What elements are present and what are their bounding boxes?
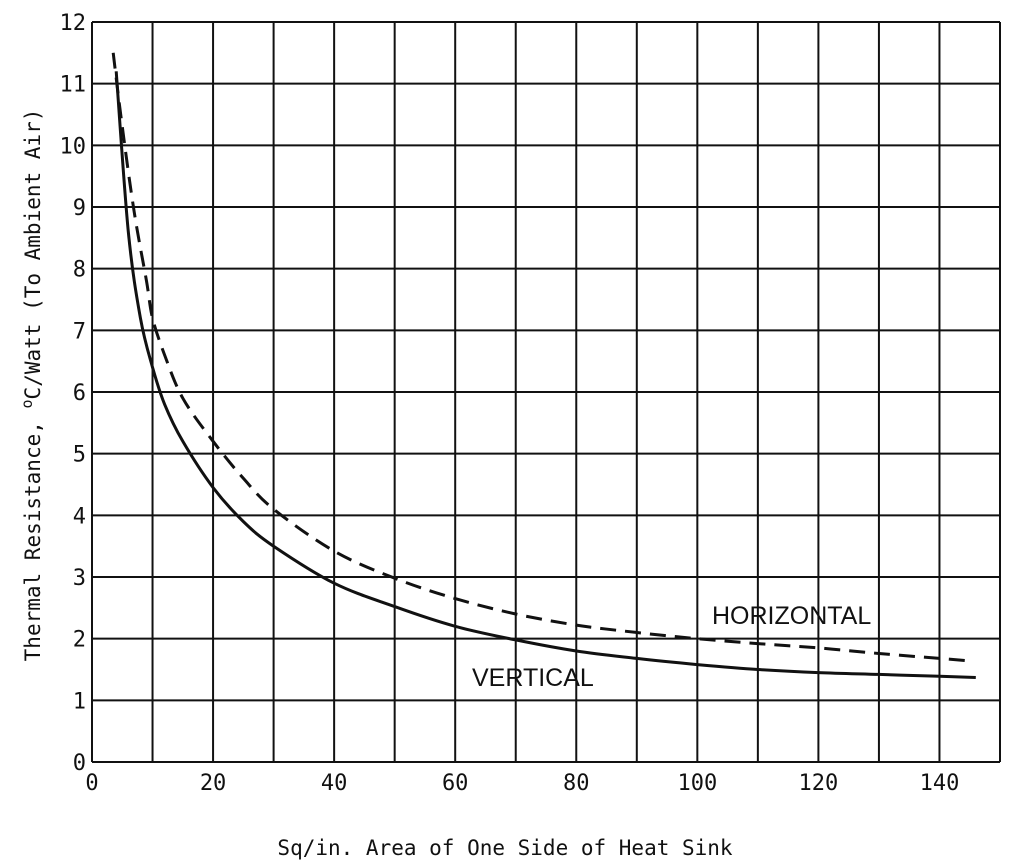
y-tick-label: 0: [73, 751, 86, 776]
y-tick-label: 12: [60, 11, 87, 36]
y-tick-label: 3: [73, 566, 86, 591]
x-tick-label: 60: [442, 771, 469, 796]
x-axis-title: Sq/in. Area of One Side of Heat Sink: [277, 836, 733, 860]
y-axis-title-degree: o: [18, 399, 36, 408]
y-tick-label: 2: [73, 628, 86, 653]
y-tick-label: 5: [73, 443, 86, 468]
y-tick-label: 1: [73, 689, 86, 714]
x-tick-label: 20: [200, 771, 227, 796]
curves: [111, 52, 976, 679]
y-tick-label: 8: [73, 258, 86, 283]
series-label-vertical: VERTICAL: [472, 664, 594, 692]
series-line-horizontal: [111, 52, 970, 663]
grid: [91, 21, 1001, 763]
x-tick-label: 0: [85, 771, 98, 796]
y-tick-label: 7: [73, 319, 86, 344]
x-tick-label: 140: [920, 771, 960, 796]
y-tick-label: 10: [60, 134, 87, 159]
y-tick-label: 11: [60, 73, 87, 98]
y-axis-title: Thermal Resistance, oC/Watt (To Ambient …: [18, 109, 45, 662]
series-label-horizontal: HORIZONTAL: [712, 602, 871, 630]
series-line-vertical: [114, 71, 976, 679]
x-tick-label: 80: [563, 771, 590, 796]
x-tick-label: 40: [321, 771, 348, 796]
y-tick-label: 6: [73, 381, 86, 406]
y-axis-title-rest: C/Watt (To Ambient Air): [21, 109, 45, 400]
y-axis-title-main: Thermal Resistance,: [21, 408, 45, 661]
x-tick-label: 120: [799, 771, 839, 796]
x-tick-label: 100: [677, 771, 717, 796]
y-tick-label: 9: [73, 196, 86, 221]
y-tick-label: 4: [73, 504, 86, 529]
